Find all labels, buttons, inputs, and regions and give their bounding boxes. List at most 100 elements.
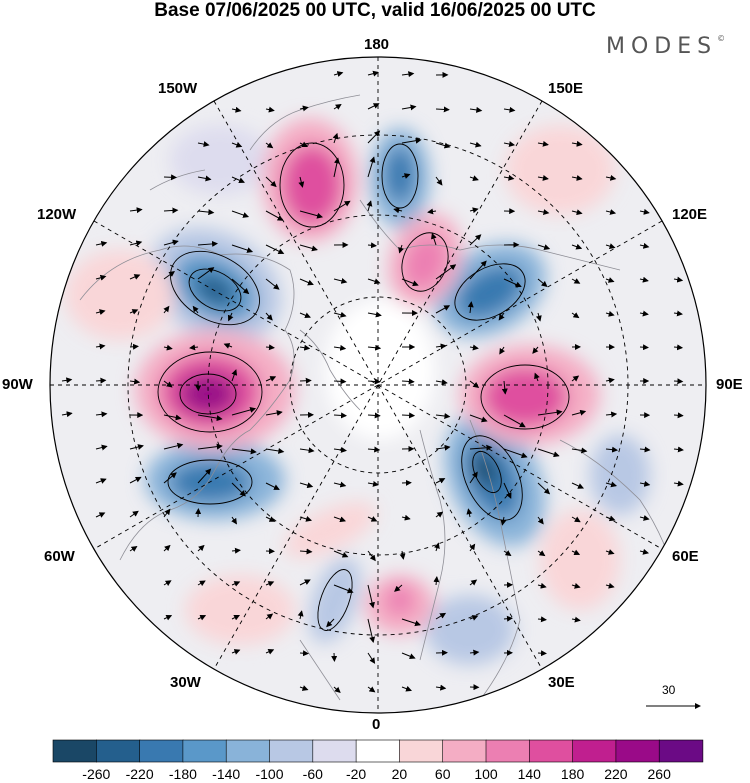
lon-label-90w: 90W (2, 376, 33, 393)
wind-vector (367, 70, 380, 77)
wind-vector (399, 550, 406, 560)
wind-vector (231, 547, 241, 554)
wind-vector (469, 649, 480, 656)
wind-vector (197, 580, 206, 587)
wind-vector (639, 548, 650, 555)
lon-label-30e: 30E (548, 674, 575, 691)
wind-vector (605, 411, 618, 418)
wind-vector (435, 684, 447, 691)
wind-vector (95, 309, 106, 315)
wind-vector (435, 305, 451, 314)
colorbar-tick-label: 220 (604, 766, 628, 782)
wind-vector (265, 106, 275, 113)
colorbar-swatch (528, 739, 574, 763)
wind-vector (231, 244, 254, 253)
wind-vector (333, 446, 347, 453)
wind-vector (129, 378, 141, 385)
wind-vector (197, 267, 215, 280)
wind-vector (435, 511, 444, 518)
reference-vector-label: 30 (662, 683, 676, 697)
wind-vector (435, 142, 451, 149)
colorbar-tick-label: 180 (561, 766, 585, 782)
lon-label-150e: 150E (548, 80, 584, 97)
wind-vector (163, 442, 184, 450)
wind-vector (95, 512, 106, 518)
wind-vector (265, 447, 285, 454)
wind-vector (333, 584, 354, 594)
wind-vector (571, 209, 583, 216)
wind-vector (197, 209, 215, 216)
wind-vector (537, 616, 547, 623)
wind-vector (639, 208, 650, 215)
wind-vector (299, 650, 309, 657)
wind-vector (469, 260, 487, 280)
wind-vector (367, 242, 377, 249)
polar-map (49, 56, 707, 714)
wind-vector (500, 516, 507, 526)
wind-vector (197, 414, 223, 422)
wind-vector (498, 312, 505, 321)
wind-vector (501, 380, 508, 395)
wind-vector (639, 276, 649, 283)
wind-vector (95, 377, 107, 384)
wind-vector (299, 244, 318, 252)
colorbar-tick-label: 100 (474, 766, 498, 782)
wind-vector (265, 344, 275, 351)
wind-vector (333, 516, 347, 523)
wind-vector (367, 156, 376, 178)
wind-vector (673, 480, 684, 487)
wind-vector (469, 579, 478, 586)
wind-vector (265, 176, 277, 188)
wind-vector (435, 444, 451, 451)
wind-vector (571, 278, 581, 284)
wind-vector (605, 209, 617, 215)
wind-vector (503, 615, 513, 622)
wind-vector (129, 510, 139, 518)
wind-vector (435, 478, 446, 484)
wind-vector (503, 414, 526, 428)
wind-vector (639, 446, 651, 453)
wind-vector (367, 618, 376, 643)
wind-vector (265, 278, 280, 290)
wind-vector (265, 142, 274, 149)
wind-vector (469, 141, 482, 148)
wind-vector (537, 448, 560, 458)
wind-vector (298, 176, 305, 188)
wind-vector (367, 516, 378, 522)
wind-vector (537, 209, 550, 215)
graticule (50, 57, 706, 713)
wind-vector (571, 516, 581, 523)
wind-vector (231, 482, 246, 497)
lon-label-120e: 120E (672, 206, 708, 223)
wind-vector (571, 409, 587, 416)
wind-vector (435, 176, 443, 186)
wind-vector (605, 310, 615, 317)
wind-vector (163, 344, 173, 351)
wind-vector (673, 446, 684, 453)
wind-vector (503, 141, 516, 147)
colorbar-swatch (96, 739, 141, 763)
colorbar-tick-label: -140 (212, 766, 240, 782)
wind-vector (163, 580, 172, 586)
wind-vector (535, 312, 542, 322)
wind-vector (503, 482, 512, 499)
wind-vector (299, 312, 311, 319)
wind-vector (61, 377, 73, 384)
wind-vector (95, 343, 106, 350)
wind-vector (571, 447, 588, 454)
wind-vector (367, 130, 381, 144)
wind-vector (401, 685, 412, 692)
colorbar-tick-label: -220 (126, 766, 154, 782)
wind-vector (398, 244, 404, 254)
wind-vector (367, 686, 376, 693)
wind-vector (469, 175, 479, 181)
wind-vector (265, 410, 283, 416)
wind-vector (231, 369, 238, 382)
colorbar-tick-label: -20 (346, 766, 366, 782)
wind-vector (265, 210, 284, 221)
wind-vector (401, 137, 422, 144)
wind-vector (367, 480, 379, 487)
wind-vector (401, 412, 416, 419)
wind-vector (401, 71, 415, 78)
wind-vector (673, 412, 684, 419)
